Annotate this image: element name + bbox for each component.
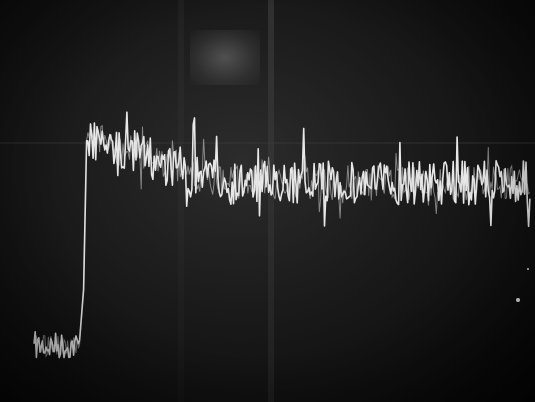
stray-dot [516,298,520,302]
signal-trace-path [33,111,531,359]
stray-dot [527,268,529,270]
signal-trace-echo-path [33,124,531,358]
